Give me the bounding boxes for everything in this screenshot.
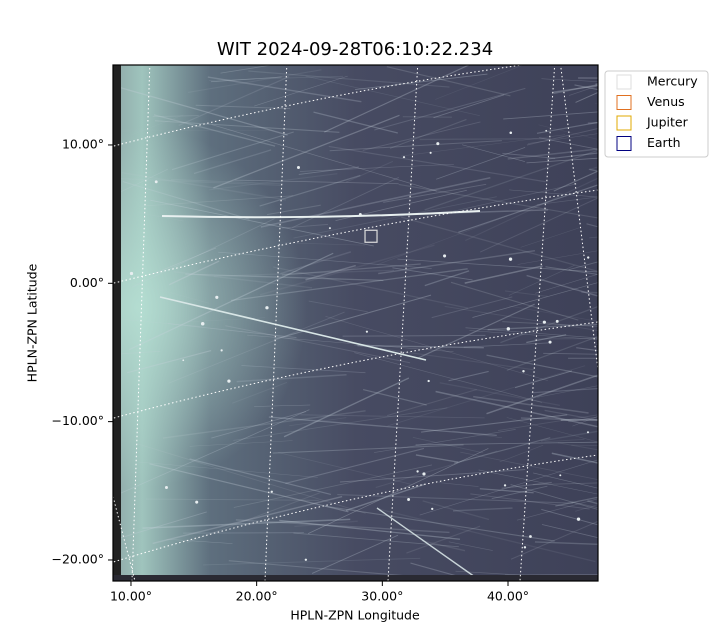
star: [559, 474, 561, 476]
y-tick-label: −10.00°: [51, 413, 104, 428]
star: [431, 508, 433, 510]
star: [227, 379, 230, 382]
star: [543, 321, 546, 324]
streak: [589, 231, 661, 238]
star: [182, 359, 184, 361]
x-axis-label: HPLN-ZPN Longitude: [290, 608, 420, 623]
legend-label: Venus: [647, 94, 685, 109]
star: [507, 327, 510, 330]
star: [407, 498, 410, 501]
x-tick-label: 30.00°: [361, 589, 403, 604]
y-axis-label: HPLN-ZPN Latitude: [25, 263, 40, 382]
y-tick-label: −20.00°: [51, 551, 104, 566]
star: [556, 320, 559, 323]
star: [529, 535, 532, 538]
image-edge: [113, 65, 121, 581]
star: [549, 341, 552, 344]
x-tick-label: 40.00°: [487, 589, 529, 604]
x-tick-label: 10.00°: [110, 589, 152, 604]
star: [504, 484, 506, 486]
legend-label: Earth: [647, 135, 681, 150]
star: [165, 486, 168, 489]
star: [215, 296, 218, 299]
star: [509, 257, 512, 260]
star: [403, 156, 405, 158]
star: [305, 559, 307, 561]
streak: [589, 169, 679, 188]
star: [430, 152, 432, 154]
y-tick-label: 10.00°: [62, 136, 104, 151]
star: [509, 131, 512, 134]
star: [201, 322, 205, 326]
image-edge: [113, 575, 598, 581]
legend-label: Mercury: [647, 74, 698, 89]
star: [329, 227, 331, 229]
star: [265, 306, 268, 309]
star: [587, 256, 589, 258]
star: [195, 501, 198, 504]
star: [443, 254, 446, 257]
chart-title: WIT 2024-09-28T06:10:22.234: [217, 39, 493, 60]
star: [416, 470, 418, 472]
streak: [596, 338, 661, 344]
star: [524, 546, 526, 548]
star: [221, 349, 223, 351]
streak: [587, 224, 720, 271]
legend-label: Jupiter: [646, 115, 689, 130]
y-tick-label: 0.00°: [70, 275, 104, 290]
star: [577, 517, 580, 520]
x-tick-label: 20.00°: [236, 589, 278, 604]
star: [366, 331, 368, 333]
star: [130, 272, 133, 275]
streak: [581, 292, 717, 297]
star: [587, 431, 589, 433]
legend: Mercury Venus Jupiter Earth: [605, 71, 708, 157]
star: [422, 472, 425, 475]
star: [522, 370, 524, 372]
star: [545, 130, 547, 132]
star: [428, 380, 430, 382]
star: [271, 491, 273, 493]
star: [155, 180, 158, 183]
star: [297, 166, 300, 169]
star: [436, 142, 439, 145]
